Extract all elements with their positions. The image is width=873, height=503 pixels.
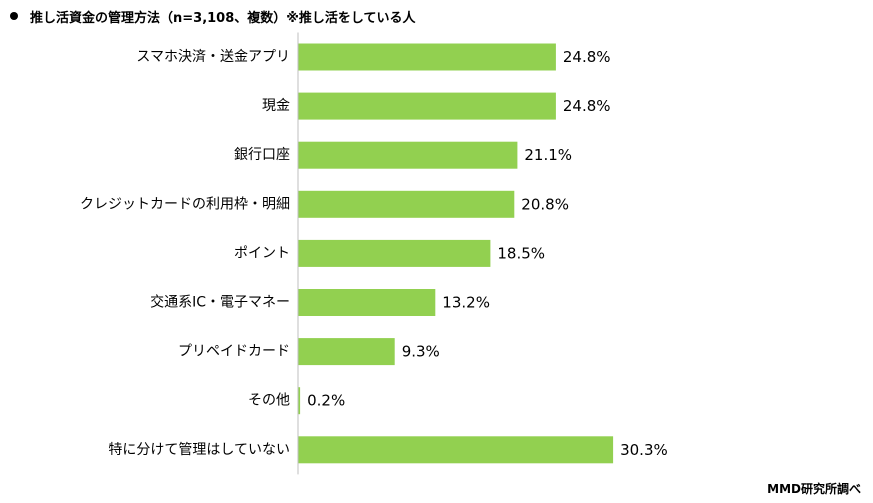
value-label-7: 9.3% <box>402 343 440 361</box>
bar-2 <box>298 92 556 120</box>
category-label-6: 交通系IC・電子マネー <box>150 294 290 311</box>
category-label-5: ポイント <box>234 245 290 261</box>
category-label-8: その他 <box>248 393 290 409</box>
chart-title: 推し活資金の管理方法（n=3,108、複数）※推し活をしている人 <box>30 10 416 26</box>
category-label-3: 銀行口座 <box>234 147 290 163</box>
category-label-4: クレジットカードの利用枠・明細 <box>80 196 290 212</box>
bar-4 <box>298 190 515 218</box>
category-label-9: 特に分けて管理はしていない <box>108 442 290 458</box>
bar-9 <box>298 436 614 464</box>
bar-3 <box>298 141 518 169</box>
value-label-5: 18.5% <box>497 244 545 262</box>
category-label-1: スマホ決済・送金アプリ <box>136 49 290 65</box>
value-label-4: 20.8% <box>521 195 569 213</box>
bar-6 <box>298 289 436 316</box>
chart-title-row: 推し活資金の管理方法（n=3,108、複数）※推し活をしている人 <box>10 6 416 26</box>
value-label-1: 24.8% <box>563 48 611 66</box>
value-label-6: 13.2% <box>442 294 490 312</box>
category-label-7: プリペイドカード <box>178 344 290 360</box>
bar-7 <box>298 338 395 366</box>
bullet-icon <box>10 12 18 20</box>
category-label-2: 現金 <box>262 98 290 114</box>
value-label-9: 30.3% <box>620 441 668 459</box>
bar-1 <box>298 43 556 71</box>
value-label-2: 24.8% <box>563 97 611 115</box>
bar-5 <box>298 239 491 267</box>
value-label-3: 21.1% <box>524 146 572 164</box>
value-label-8: 0.2% <box>307 392 345 410</box>
bar-8 <box>298 387 301 415</box>
source-credit: MMD研究所調べ <box>767 482 861 496</box>
